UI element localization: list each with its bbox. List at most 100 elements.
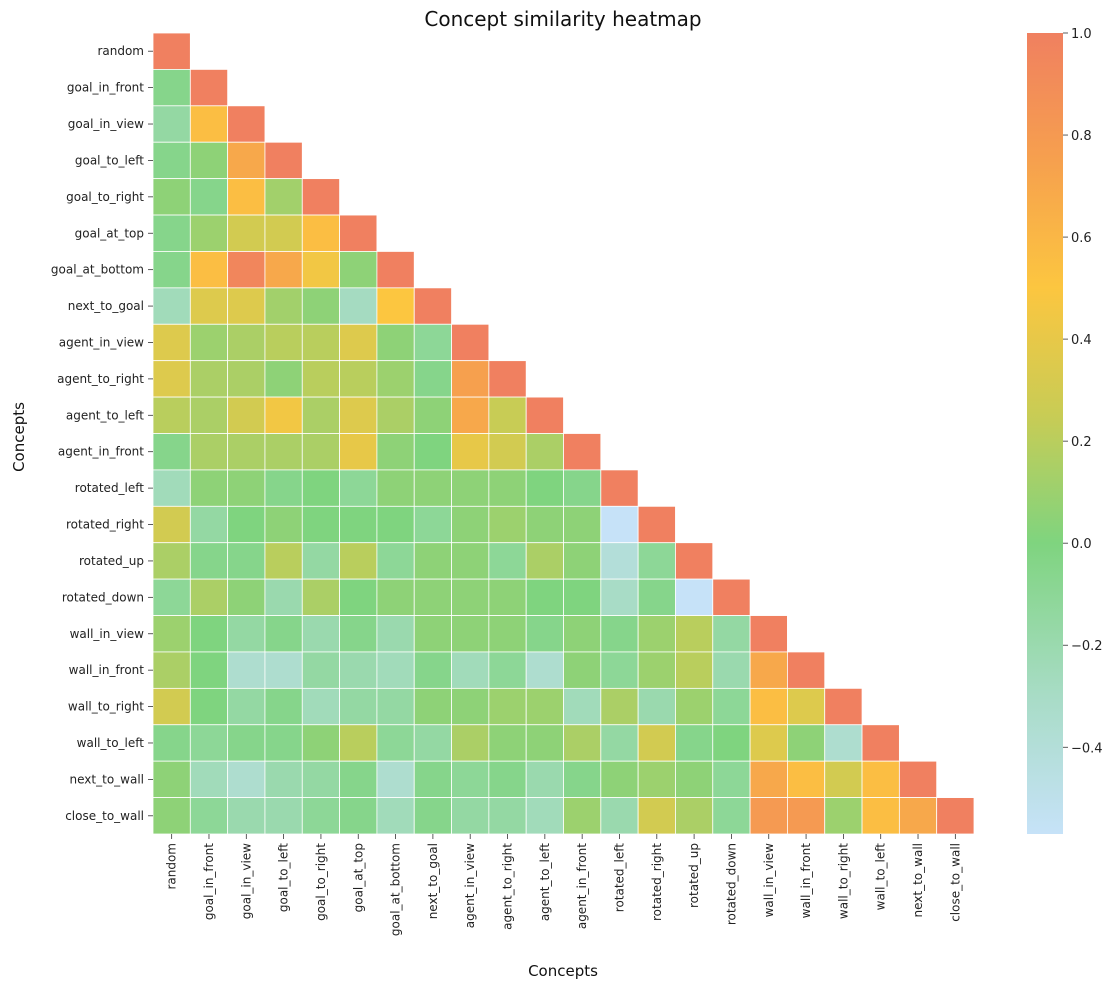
heatmap-cell-next_to_wall-goal_at_bottom [376, 760, 415, 798]
heatmap-cell-wall_in_view-random [152, 615, 191, 653]
heatmap-cell-wall_to_left-wall_in_front [787, 724, 826, 762]
x-tick-label-rotated_up: rotated_up [687, 843, 701, 908]
heatmap-cell-agent_in_front-random [152, 433, 191, 471]
heatmap-cell-close_to_wall-goal_to_left [264, 797, 303, 835]
colorbar-tick-label: 0.0 [1071, 537, 1092, 552]
heatmap-cell-wall_in_front-goal_at_bottom [376, 651, 415, 689]
y-tick-label-goal_at_bottom: goal_at_bottom [51, 263, 144, 277]
heatmap-cell-agent_in_front-next_to_goal [413, 433, 452, 471]
heatmap-cell-next_to_wall-agent_in_front [563, 760, 602, 798]
y-tick-label-wall_to_left: wall_to_left [77, 736, 145, 750]
heatmap-cell-wall_in_front-wall_in_front [787, 651, 826, 689]
heatmap-cell-goal_at_bottom-goal_at_bottom [376, 251, 415, 289]
heatmap-cell-rotated_right-goal_to_left [264, 505, 303, 544]
heatmap-cell-agent_to_right-next_to_goal [413, 360, 452, 398]
heatmap-cell-wall_to_left-agent_in_front [563, 724, 602, 762]
heatmap-cell-close_to_wall-agent_to_right [488, 797, 527, 835]
heatmap-cell-agent_to_left-goal_to_right [301, 396, 340, 434]
heatmap-cell-agent_to_left-next_to_goal [413, 396, 452, 434]
heatmap-cell-goal_at_top-goal_to_right [301, 214, 340, 252]
heatmap-cell-rotated_down-goal_at_top [339, 578, 378, 616]
heatmap-cell-rotated_up-agent_in_view [451, 542, 490, 580]
x-tick-label-agent_in_front: agent_in_front [575, 843, 589, 929]
heatmap-cell-wall_to_left-rotated_left [600, 724, 639, 762]
heatmap-cell-agent_to_right-goal_to_right [301, 360, 340, 398]
heatmap-cell-next_to_wall-agent_to_right [488, 760, 527, 798]
heatmap-cell-close_to_wall-random [152, 797, 191, 835]
heatmap-cell-next_to_wall-rotated_up [675, 760, 714, 798]
heatmap-cell-wall_in_front-rotated_up [675, 651, 714, 689]
heatmap-cell-next_to_wall-wall_to_right [824, 760, 863, 798]
heatmap-cell-close_to_wall-goal_to_right [301, 797, 340, 835]
heatmap-cell-wall_to_right-random [152, 687, 191, 726]
heatmap-cell-wall_to_right-wall_in_view [749, 687, 788, 726]
heatmap-cell-goal_at_top-goal_in_view [227, 214, 266, 252]
heatmap-cell-close_to_wall-agent_in_front [563, 797, 602, 835]
heatmap-cell-rotated_right-goal_in_front [189, 505, 229, 544]
heatmap-cell-goal_at_top-goal_in_front [189, 214, 229, 252]
heatmap-cell-wall_to_right-agent_in_front [563, 687, 602, 726]
y-tick-label-wall_to_right: wall_to_right [68, 700, 144, 714]
heatmap-cell-next_to_wall-wall_to_left [861, 760, 900, 798]
heatmap-cell-rotated_up-goal_at_bottom [376, 542, 415, 580]
heatmap-cell-rotated_left-agent_to_right [488, 469, 527, 507]
heatmap-cell-next_to_wall-agent_in_view [451, 760, 490, 798]
heatmap-cell-wall_in_front-rotated_down [712, 651, 751, 689]
heatmap-cell-agent_in_front-agent_to_right [488, 433, 527, 471]
heatmap-cell-agent_in_view-goal_at_bottom [376, 323, 415, 362]
heatmap-cell-wall_to_right-agent_to_right [488, 687, 527, 726]
heatmap-cell-rotated_left-rotated_left [600, 469, 639, 507]
heatmap-cell-rotated_right-next_to_goal [413, 505, 452, 544]
heatmap-cell-goal_in_view-goal_in_front [189, 105, 229, 143]
colorbar-tick-label: 0.4 [1071, 333, 1092, 348]
heatmap-cell-wall_to_left-rotated_up [675, 724, 714, 762]
heatmap-cell-rotated_down-goal_in_front [189, 578, 229, 616]
heatmap-cell-rotated_up-agent_to_left [525, 542, 564, 580]
y-tick-label-goal_to_left: goal_to_left [75, 153, 144, 167]
heatmap-cell-wall_in_view-rotated_down [712, 615, 751, 653]
heatmap-cell-wall_in_view-goal_at_top [339, 615, 378, 653]
heatmap-cell-rotated_down-agent_in_view [451, 578, 490, 616]
heatmap-cell-rotated_right-random [152, 505, 191, 544]
colorbar-ticks: 1.0 0.8 0.6 0.4 0.2 0.0 −0.2 −0.4 [1063, 27, 1103, 756]
heatmap-cell-wall_in_view-rotated_up [675, 615, 714, 653]
heatmap-cell-wall_to_right-goal_to_right [301, 687, 340, 726]
heatmap-cells [152, 32, 975, 835]
heatmap-cell-agent_to_left-goal_at_top [339, 396, 378, 434]
heatmap-cell-wall_to_right-agent_to_left [525, 687, 564, 726]
colorbar-tick-label: 0.6 [1071, 231, 1092, 246]
heatmap-cell-rotated_down-next_to_goal [413, 578, 452, 616]
heatmap-cell-rotated_left-goal_at_top [339, 469, 378, 507]
heatmap-cell-goal_at_top-random [152, 214, 191, 252]
heatmap-cell-wall_to_left-agent_to_right [488, 724, 527, 762]
heatmap-cell-wall_to_right-next_to_goal [413, 687, 452, 726]
heatmap-cell-rotated_down-goal_to_right [301, 578, 340, 616]
heatmap-cell-rotated_up-goal_in_front [189, 542, 229, 580]
heatmap-cell-agent_to_left-goal_at_bottom [376, 396, 415, 434]
heatmap-cell-agent_in_front-goal_in_front [189, 433, 229, 471]
heatmap-cell-next_to_wall-next_to_wall [898, 760, 938, 798]
heatmap-cell-close_to_wall-rotated_left [600, 797, 639, 835]
x-tick-label-close_to_wall: close_to_wall [948, 843, 962, 922]
y-tick-label-random: random [97, 44, 144, 58]
heatmap-cell-goal_at_bottom-goal_at_top [339, 251, 378, 289]
heatmap-cell-close_to_wall-agent_to_left [525, 797, 564, 835]
heatmap-cell-wall_to_left-goal_at_bottom [376, 724, 415, 762]
heatmap-cell-agent_in_view-goal_at_top [339, 323, 378, 362]
heatmap-cell-wall_in_view-rotated_left [600, 615, 639, 653]
heatmap-cell-goal_at_bottom-goal_in_front [189, 251, 229, 289]
heatmap-cell-goal_in_front-random [152, 69, 191, 107]
heatmap-cell-goal_at_bottom-goal_to_left [264, 251, 303, 289]
x-tick-label-goal_to_right: goal_to_right [314, 843, 328, 921]
heatmap-cell-wall_to_right-rotated_right [637, 687, 676, 726]
y-tick-label-close_to_wall: close_to_wall [65, 809, 144, 823]
heatmap-cell-next_to_wall-rotated_left [600, 760, 639, 798]
x-tick-label-goal_at_bottom: goal_at_bottom [389, 843, 403, 936]
heatmap-cell-goal_at_top-goal_at_top [339, 214, 378, 252]
heatmap-cell-wall_to_right-goal_to_left [264, 687, 303, 726]
heatmap-cell-wall_to_right-goal_in_front [189, 687, 229, 726]
heatmap-cell-wall_in_front-next_to_goal [413, 651, 452, 689]
heatmap-cell-wall_to_right-agent_in_view [451, 687, 490, 726]
heatmap-cell-wall_to_left-goal_to_right [301, 724, 340, 762]
